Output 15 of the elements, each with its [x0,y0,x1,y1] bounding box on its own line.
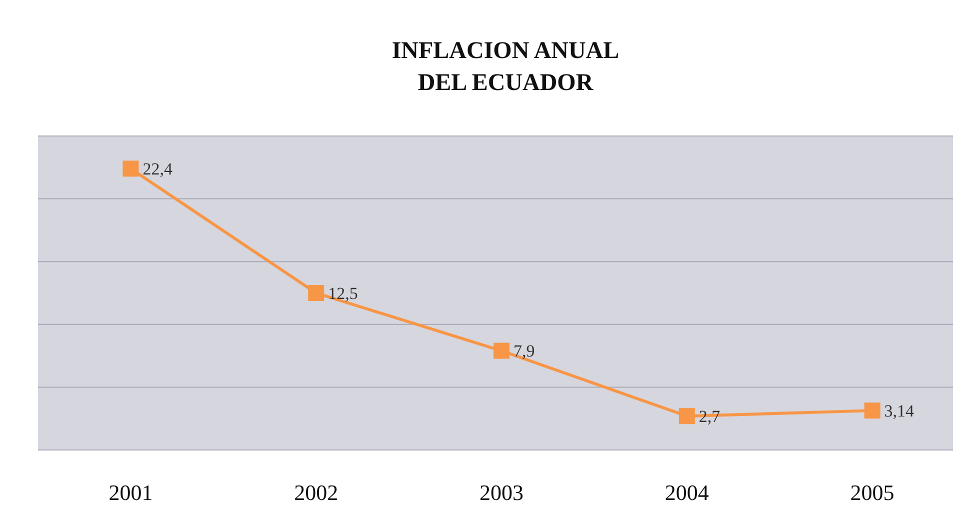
point [308,285,324,301]
data-label: 12,5 [328,284,358,303]
data-label: 22,4 [142,160,173,179]
data-label: 7,9 [514,342,535,361]
point [864,402,880,419]
point [122,160,139,177]
x-tick-label: 2004 [664,480,709,505]
x-tick-label: 2005 [850,480,894,505]
x-tick-label: 2002 [294,480,338,505]
x-tick-label: 2003 [480,480,524,505]
data-label: 3,14 [884,402,915,421]
point [678,408,695,424]
x-tick-label: 2001 [108,480,153,505]
point [494,342,510,359]
chart-title: INFLACION ANUAL DEL ECUADOR [392,38,620,96]
